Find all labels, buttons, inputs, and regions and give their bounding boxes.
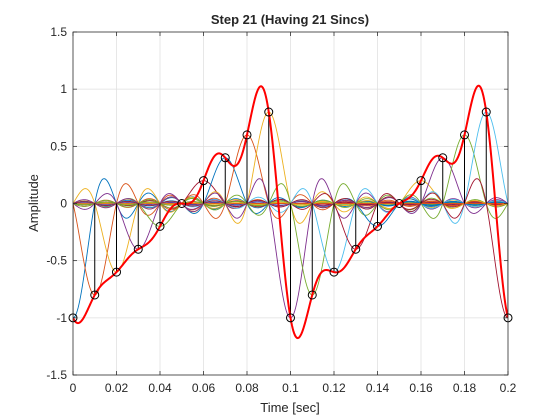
y-tick-label-6: 1.5 [50, 25, 67, 39]
y-tick-label-3: 0 [60, 197, 67, 211]
sample-marker-9 [264, 107, 274, 117]
reconstruction-curve [73, 84, 508, 340]
chart-title: Step 21 (Having 21 Sincs) [211, 12, 369, 27]
sample-marker-16 [416, 176, 426, 186]
x-tick-label-10: 0.2 [500, 381, 517, 395]
sample-marker-13 [351, 244, 361, 254]
x-axis-label: Time [sec] [260, 400, 319, 415]
reconstruction-curve-group [73, 84, 508, 340]
sample-marker-1 [90, 290, 100, 300]
sample-marker-19 [481, 107, 491, 117]
x-axis-ticks: 0 0.02 0.04 0.06 0.08 0.1 0.12 0.14 0.16 0.18 0.2 [70, 32, 517, 395]
sample-marker-12 [329, 267, 339, 277]
x-tick-label-5: 0.1 [282, 381, 299, 395]
x-tick-label-3: 0.06 [192, 381, 216, 395]
y-tick-label-1: -1 [56, 311, 67, 325]
sample-marker-15 [394, 199, 404, 208]
x-tick-label-1: 0.02 [105, 381, 129, 395]
x-tick-label-0: 0 [70, 381, 77, 395]
x-tick-label-4: 0.08 [235, 381, 259, 395]
y-axis-label: Amplitude [26, 174, 41, 232]
sample-marker-14 [373, 221, 382, 231]
sample-marker-17 [438, 153, 448, 163]
x-tick-label-8: 0.16 [409, 381, 433, 395]
x-tick-label-2: 0.04 [148, 381, 172, 395]
sample-marker-3 [133, 244, 143, 254]
y-axis-ticks: -1.5 -1 -0.5 0 0.5 1 1.5 [46, 25, 508, 382]
sample-marker-5 [177, 199, 187, 208]
y-tick-label-4: 0.5 [50, 139, 67, 153]
sample-marker-7 [220, 153, 230, 163]
sample-marker-11 [307, 290, 317, 300]
sample-marker-4 [155, 221, 165, 231]
sample-marker-2 [112, 267, 121, 277]
y-tick-label-2: -0.5 [46, 254, 67, 268]
sample-marker-6 [199, 176, 208, 186]
x-tick-label-6: 0.12 [322, 381, 346, 395]
sample-marker-18 [460, 130, 469, 140]
sample-marker-10 [286, 313, 295, 323]
y-tick-label-5: 1 [60, 82, 67, 96]
y-tick-label-0: -1.5 [46, 368, 67, 382]
x-tick-label-7: 0.14 [366, 381, 390, 395]
sample-marker-8 [242, 130, 252, 140]
x-tick-label-9: 0.18 [453, 381, 477, 395]
